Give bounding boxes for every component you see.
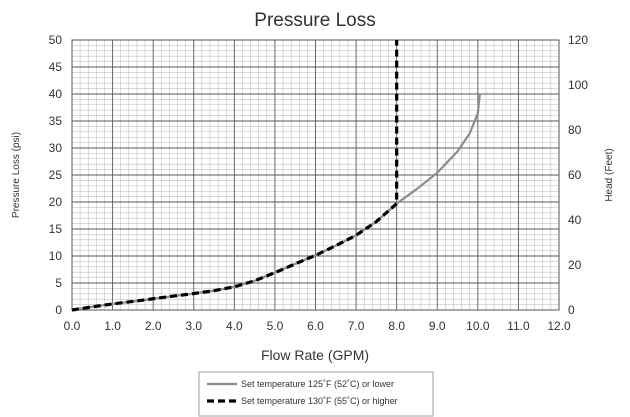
x-axis-label: Flow Rate (GPM) [261, 347, 369, 363]
y2-tick-labels: 0 20 40 60 80 100 120 [568, 33, 588, 317]
y-tick-label: 10 [49, 249, 63, 263]
x-tick-label: 6.0 [307, 319, 324, 333]
series-130f-line [71, 40, 399, 312]
x-tick-label: 4.0 [226, 319, 243, 333]
series-layer [71, 40, 481, 312]
y2-axis-label: Head (Feet) [604, 148, 615, 201]
y2-tick-label: 40 [568, 213, 582, 227]
y-tick-label: 35 [49, 114, 63, 128]
legend-box [198, 371, 434, 417]
y-tick-label: 30 [49, 141, 63, 155]
series-125f-line [71, 93, 481, 312]
legend: Set temperature 125˚F (52˚C) or lower Set… [198, 371, 434, 417]
y2-tick-label: 120 [568, 33, 588, 47]
y-tick-label: 45 [49, 60, 63, 74]
y-tick-label: 20 [49, 195, 63, 209]
x-tick-labels: 0.0 1.0 2.0 3.0 4.0 5.0 6.0 7.0 8.0 9.0 10.0 11.0 12… [64, 319, 571, 333]
y-tick-label: 15 [49, 222, 63, 236]
plot-frame [71, 39, 560, 311]
legend-entry-label: Set temperature 125˚F (52˚C) or lower [241, 379, 394, 389]
legend-items: Set temperature 125˚F (52˚C) or lower Set… [207, 379, 398, 406]
x-tick-label: 12.0 [547, 319, 571, 333]
x-tick-label: 7.0 [348, 319, 365, 333]
y-tick-labels: 0 5 10 15 20 25 30 35 40 45 50 [49, 33, 63, 317]
y-axis-label: Pressure Loss (psi) [11, 132, 22, 218]
x-tick-label: 2.0 [145, 319, 162, 333]
x-tick-label: 5.0 [267, 319, 284, 333]
y2-tick-label: 100 [568, 78, 588, 92]
x-tick-label: 9.0 [429, 319, 446, 333]
y-tick-label: 40 [49, 87, 63, 101]
y-tick-label: 50 [49, 33, 63, 47]
chart-title: Pressure Loss [254, 10, 375, 31]
x-tick-label: 0.0 [64, 319, 81, 333]
y2-tick-label: 80 [568, 123, 582, 137]
x-tick-label: 11.0 [507, 319, 530, 333]
y-tick-label: 5 [55, 276, 62, 290]
x-tick-label: 10.0 [466, 319, 490, 333]
x-tick-label: 3.0 [185, 319, 202, 333]
y2-tick-label: 0 [568, 303, 575, 317]
x-tick-label: 1.0 [104, 319, 121, 333]
legend-entry-label: Set temperature 130˚F (55˚C) or higher [241, 396, 398, 406]
y2-tick-label: 60 [568, 168, 582, 182]
y-tick-label: 0 [55, 303, 62, 317]
x-tick-label: 8.0 [388, 319, 405, 333]
y-tick-label: 25 [49, 168, 63, 182]
y2-tick-label: 20 [568, 258, 582, 272]
